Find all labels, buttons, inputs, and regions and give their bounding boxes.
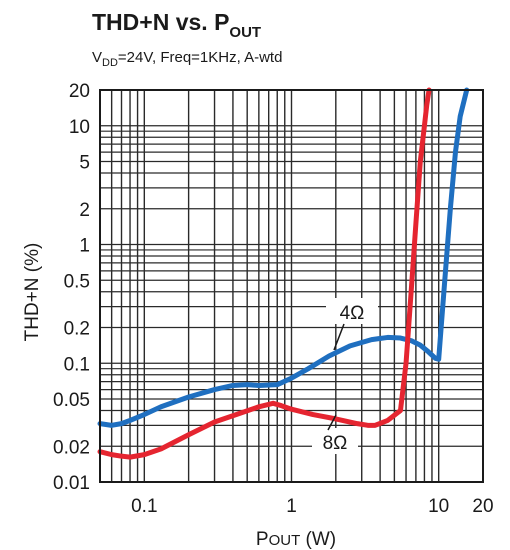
x-axis-label: POUT (W) [256,529,336,550]
y-tick-label: 0.01 [53,473,90,494]
chart-title: THD+N vs. POUT [92,9,261,41]
y-tick-labels: 20 10 5 2 1 0.5 0.2 0.1 0.05 0.02 0.01 [53,81,90,494]
y-tick-label: 0.02 [53,437,90,458]
y-tick-label: 5 [79,153,90,174]
chart-subtitle: VDD=24V, Freq=1KHz, A-wtd [92,49,282,69]
x-tick-label: 0.1 [131,496,157,517]
annotation-8-ohm-bg [312,428,358,454]
x-tick-labels: 0.1 1 10 20 [131,496,493,517]
y-tick-label: 1 [79,236,90,257]
annotation-8-ohm: 8Ω [323,433,348,454]
annotation-4-ohm-bg [326,298,378,324]
annotation-8-ohm-leader [327,414,337,431]
series-layer [97,87,470,460]
x-tick-label: 1 [286,496,297,517]
y-tick-label: 2 [79,200,90,221]
y-tick-label: 0.5 [64,271,90,292]
y-tick-label: 0.2 [64,319,90,340]
y-tick-label: 20 [69,81,90,102]
plot-frame [99,89,484,483]
annotation-4-ohm-leader [333,323,345,351]
series-line-8-ohm [97,87,432,460]
x-tick-label: 20 [472,496,493,517]
y-tick-label: 0.1 [64,354,90,375]
annotation-layer: 4Ω 8Ω [312,298,378,454]
series-line-4-ohm [97,87,470,428]
y-tick-label: 0.05 [53,390,90,411]
x-tick-label: 10 [428,496,449,517]
y-tick-label: 10 [69,117,90,138]
annotation-4-ohm: 4Ω [340,303,365,324]
y-axis-label: THD+N (%) [22,243,43,342]
plot-grid [100,90,483,482]
